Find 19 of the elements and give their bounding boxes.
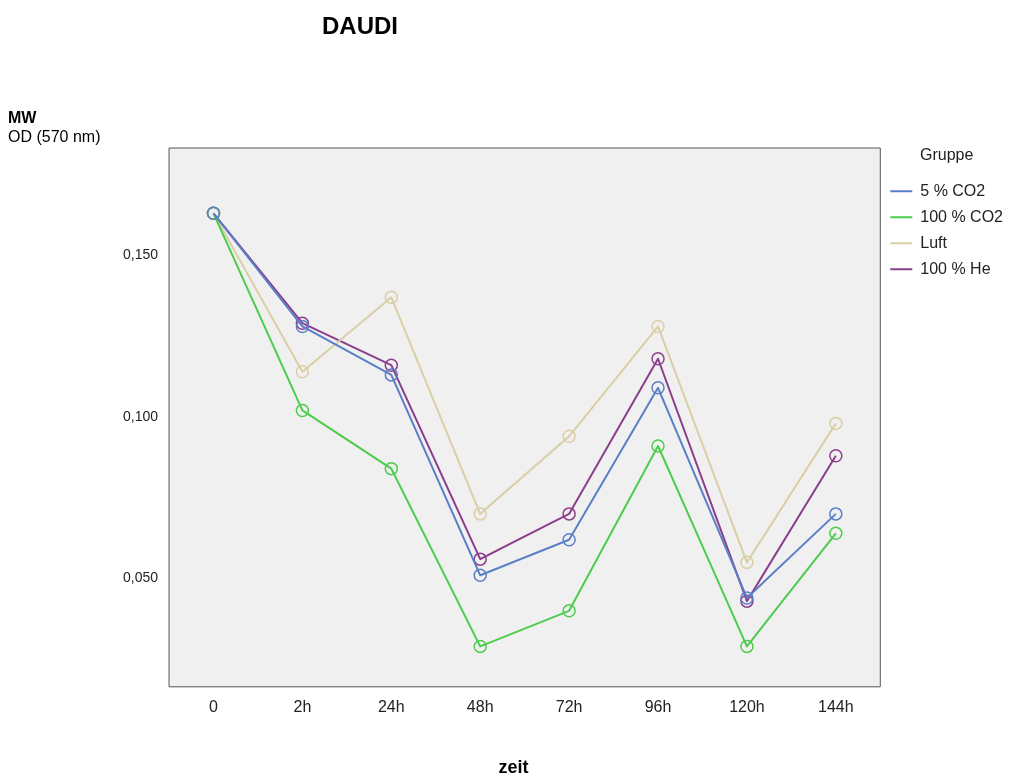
x-tick-label: 72h [555, 697, 583, 715]
x-tick-label: 48h [466, 697, 494, 715]
x-axis-title: zeit [497, 757, 530, 778]
x-tick-label: 96h [644, 697, 672, 715]
legend-label: 5 % CO2 [920, 181, 986, 199]
legend-title: Gruppe [919, 146, 974, 164]
y-axis-title: MW OD (570 nm) [8, 108, 101, 146]
x-tick-label: 2h [293, 697, 312, 715]
legend-label: Luft [920, 233, 948, 251]
legend-label: 100 % CO2 [920, 207, 1004, 225]
y-tick-label: 0,050 [122, 569, 159, 586]
y-tick-label: 0,100 [122, 407, 159, 424]
chart-title: DAUDI [321, 12, 399, 40]
legend-label: 100 % He [920, 259, 991, 277]
y-tick-label: 0,150 [122, 246, 159, 263]
x-tick-label: 0 [209, 697, 219, 715]
x-tick-label: 120h [729, 697, 765, 715]
x-tick-label: 144h [818, 697, 854, 715]
x-tick-label: 24h [377, 697, 405, 715]
